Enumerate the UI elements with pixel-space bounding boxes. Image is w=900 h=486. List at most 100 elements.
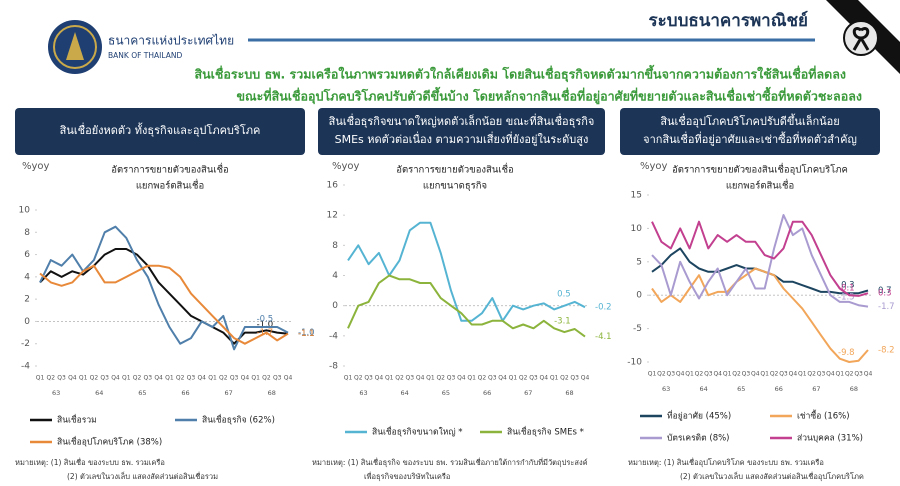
panel-box-text: สินเชื่ออุปโภคบริโภคปรับดีขึ้นเล็กน้อย xyxy=(660,113,840,128)
x-tick-label: Q3 xyxy=(779,371,788,378)
x-tick-label: Q2 xyxy=(436,375,445,382)
panel-box-text: สินเชื่อยังหดตัว ทั้งธุรกิจและอุปโภคบริโ… xyxy=(59,122,260,137)
note: (2) ตัวเลขในวงเล็บ แสดงสัดส่วนต่อสินเชื่… xyxy=(67,471,218,481)
year-label: 64 xyxy=(401,389,409,397)
chart-title: แยกพอร์ตสินเชื่อ xyxy=(136,179,204,192)
value-label: -9.8 xyxy=(838,348,855,358)
x-tick-label: Q4 xyxy=(375,375,384,382)
legend-label: สินเชื่ออุปโภคบริโภค (38%) xyxy=(57,436,162,448)
x-tick-label: Q2 xyxy=(478,375,487,382)
y-tick-label: -4 xyxy=(21,362,30,372)
y-tick-label: 10 xyxy=(631,224,643,234)
x-tick-label: Q4 xyxy=(284,375,293,382)
y-tick-label: 8 xyxy=(24,228,30,238)
org-name: ธนาคารแห่งประเทศไทย xyxy=(108,34,234,48)
value-label: -0.2 xyxy=(595,303,612,313)
legend-label: ที่อยู่อาศัย (45%) xyxy=(667,410,731,422)
x-tick-label: Q4 xyxy=(68,375,77,382)
x-tick-label: Q1 xyxy=(467,375,476,382)
x-tick-label: Q3 xyxy=(742,371,751,378)
x-tick-label: Q3 xyxy=(406,375,415,382)
value-label: -1.1 xyxy=(298,329,315,339)
series-line xyxy=(651,220,869,297)
year-label: 66 xyxy=(775,385,783,393)
series-line xyxy=(347,274,586,338)
series-line xyxy=(39,225,289,351)
value-label: 0.3 xyxy=(878,289,892,299)
x-tick-label: Q3 xyxy=(100,375,109,382)
year-label: 64 xyxy=(700,385,708,393)
x-tick-label: Q2 xyxy=(807,371,816,378)
y-tick-label: 10 xyxy=(19,206,31,216)
year-label: 67 xyxy=(524,389,532,397)
chart-title: อัตราการขยายตัวของสินเชื่อ xyxy=(396,163,514,176)
value-label: -4.1 xyxy=(595,332,612,342)
logo-ring xyxy=(53,25,97,69)
x-tick-label: Q2 xyxy=(560,375,569,382)
series-line xyxy=(651,214,869,308)
legend-label: สินเชื่อธุรกิจ SMEs * xyxy=(507,426,584,438)
x-tick-label: Q1 xyxy=(685,371,694,378)
y-tick-label: -8 xyxy=(329,362,338,372)
value-label: -1.0 xyxy=(298,328,315,338)
year-label: 66 xyxy=(483,389,491,397)
y-tick-label: 12 xyxy=(327,211,338,221)
x-tick-label: Q4 xyxy=(864,371,873,378)
x-tick-label: Q4 xyxy=(154,375,163,382)
series-line xyxy=(347,221,586,322)
value-label: -1.5 xyxy=(838,293,855,303)
headline: ขณะที่สินเชื่ออุปโภคบริโภคปรับตัวดีขึ้นบ… xyxy=(236,87,862,105)
panel-box-text: สินเชื่อธุรกิจขนาดใหญ่หดตัวเล็กน้อย ขณะท… xyxy=(328,113,594,128)
series-line xyxy=(651,267,869,363)
legend-label: ส่วนบุคคล (31%) xyxy=(797,434,863,444)
x-tick-label: Q4 xyxy=(789,371,798,378)
x-tick-label: Q1 xyxy=(648,371,657,378)
x-tick-label: Q1 xyxy=(36,375,45,382)
value-label: -8.2 xyxy=(878,345,895,355)
x-tick-label: Q2 xyxy=(176,375,185,382)
x-tick-label: Q1 xyxy=(836,371,845,378)
x-tick-label: Q4 xyxy=(751,371,760,378)
x-tick-label: Q2 xyxy=(770,371,779,378)
x-tick-label: Q2 xyxy=(354,375,363,382)
ribbon xyxy=(852,27,870,51)
chart-title: แยกขนาดธุรกิจ xyxy=(423,181,487,192)
y-tick-label: 0 xyxy=(332,301,338,311)
x-tick-label: Q1 xyxy=(550,375,559,382)
y-axis-label: %yoy xyxy=(22,161,50,172)
x-tick-label: Q2 xyxy=(47,375,56,382)
x-tick-label: Q4 xyxy=(540,375,549,382)
x-tick-label: Q2 xyxy=(262,375,271,382)
x-tick-label: Q2 xyxy=(845,371,854,378)
x-tick-label: Q3 xyxy=(447,375,456,382)
x-tick-label: Q3 xyxy=(144,375,153,382)
x-tick-label: Q1 xyxy=(208,375,217,382)
year-label: 65 xyxy=(737,385,745,393)
year-label: 63 xyxy=(662,385,670,393)
x-tick-label: Q1 xyxy=(344,375,353,382)
year-label: 66 xyxy=(181,389,189,397)
year-label: 64 xyxy=(95,389,103,397)
year-label: 67 xyxy=(225,389,233,397)
x-tick-label: Q2 xyxy=(519,375,528,382)
year-label: 65 xyxy=(138,389,146,397)
value-label: -0.1 xyxy=(838,283,855,293)
y-tick-label: 16 xyxy=(327,181,339,191)
org-name-en: BANK OF THAILAND xyxy=(108,51,182,60)
year-label: 63 xyxy=(359,389,367,397)
x-tick-label: Q2 xyxy=(732,371,741,378)
value-label: 0.3 xyxy=(841,281,855,291)
year-label: 68 xyxy=(850,385,858,393)
panel-box xyxy=(318,108,605,155)
x-tick-label: Q1 xyxy=(723,371,732,378)
x-tick-label: Q2 xyxy=(657,371,666,378)
year-label: 63 xyxy=(52,389,60,397)
year-label: 65 xyxy=(442,389,450,397)
x-tick-label: Q4 xyxy=(197,375,206,382)
y-tick-label: 15 xyxy=(631,191,642,201)
note: หมายเหตุ: (1) สินเชื่อธุรกิจ ของระบบ ธพ.… xyxy=(312,457,588,467)
headline: สินเชื่อระบบ ธพ. รวมเครือในภาพรวมหดตัวใก… xyxy=(194,65,846,83)
note: (2) ตัวเลขในวงเล็บ แสดงสัดส่วนต่อสินเชื่… xyxy=(680,471,864,481)
